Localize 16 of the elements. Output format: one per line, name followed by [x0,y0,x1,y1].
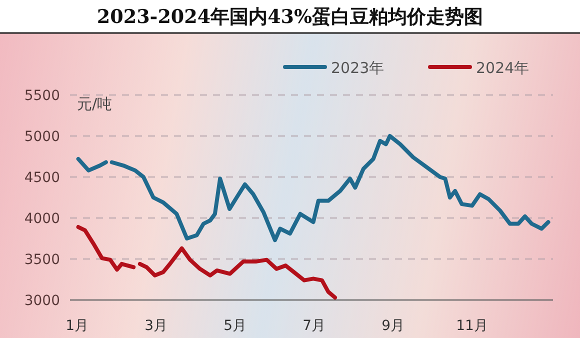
x-tick-label: 11月 [456,318,488,334]
y-tick-label: 5500 [24,88,60,104]
legend-label: 2023年 [331,59,384,77]
x-tick-label: 3月 [144,318,168,334]
y-tick-label: 3500 [24,252,60,268]
y-tick-label: 3000 [24,293,60,309]
x-tick-label: 5月 [224,318,247,334]
legend-label: 2024年 [476,59,530,77]
y-tick-label: 4000 [24,211,60,227]
y-axis-title: 元/吨 [77,95,112,113]
y-tick-label: 5000 [24,129,60,145]
x-tick-label: 9月 [382,318,405,334]
x-tick-label: 7月 [302,318,326,334]
y-tick-label: 4500 [24,170,60,186]
chart-title: 2023-2024年国内43%蛋白豆粕均价走势图 [96,6,484,28]
x-tick-label: 1月 [66,318,89,334]
